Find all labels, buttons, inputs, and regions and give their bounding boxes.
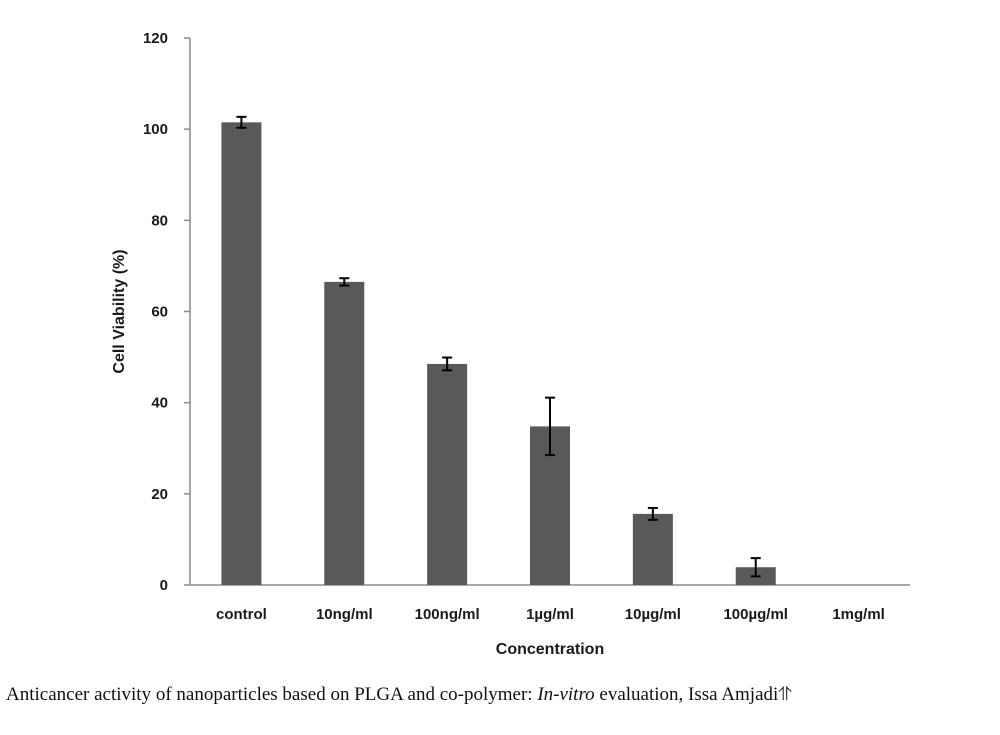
bar-2 — [427, 363, 468, 585]
caption-symbol: ⥣ — [778, 684, 793, 705]
y-tick-label: 120 — [143, 30, 168, 47]
bar-4 — [632, 513, 673, 585]
caption-italic: In-vitro — [537, 684, 595, 705]
x-tick-label: 1µg/ml — [526, 606, 574, 623]
x-tick-label: control — [216, 606, 267, 623]
bar-0 — [221, 122, 262, 586]
y-tick-label: 0 — [160, 577, 168, 594]
x-tick-label: 10ng/ml — [316, 606, 373, 623]
x-tick-label: 100ng/ml — [415, 606, 480, 623]
y-tick-label: 100 — [143, 121, 168, 138]
y-tick-label: 40 — [151, 395, 168, 412]
y-axis-title: Cell Viability (%) — [111, 249, 128, 373]
chart-svg: 0 20 40 60 80 100 120 control 10ng/ml 100ng/ml 1µg… — [111, 30, 910, 658]
y-tick-label: 80 — [151, 212, 168, 229]
bar-1 — [324, 281, 365, 585]
figure-caption: Anticancer activity of nanoparticles bas… — [6, 684, 1000, 706]
x-tick-label: 10µg/ml — [625, 606, 681, 623]
x-tick-label: 1mg/ml — [832, 606, 885, 623]
caption-text-1: Anticancer activity of nanoparticles bas… — [6, 684, 538, 705]
y-tick-label: 20 — [151, 486, 168, 503]
caption-text-2: evaluation, Issa Amjadi — [594, 684, 779, 705]
y-tick-label: 60 — [151, 304, 168, 321]
x-tick-label: 100µg/ml — [723, 606, 788, 623]
x-axis-title: Concentration — [496, 641, 604, 658]
bar-chart: 0 20 40 60 80 100 120 control 10ng/ml 100ng/ml 1µg… — [111, 30, 910, 658]
